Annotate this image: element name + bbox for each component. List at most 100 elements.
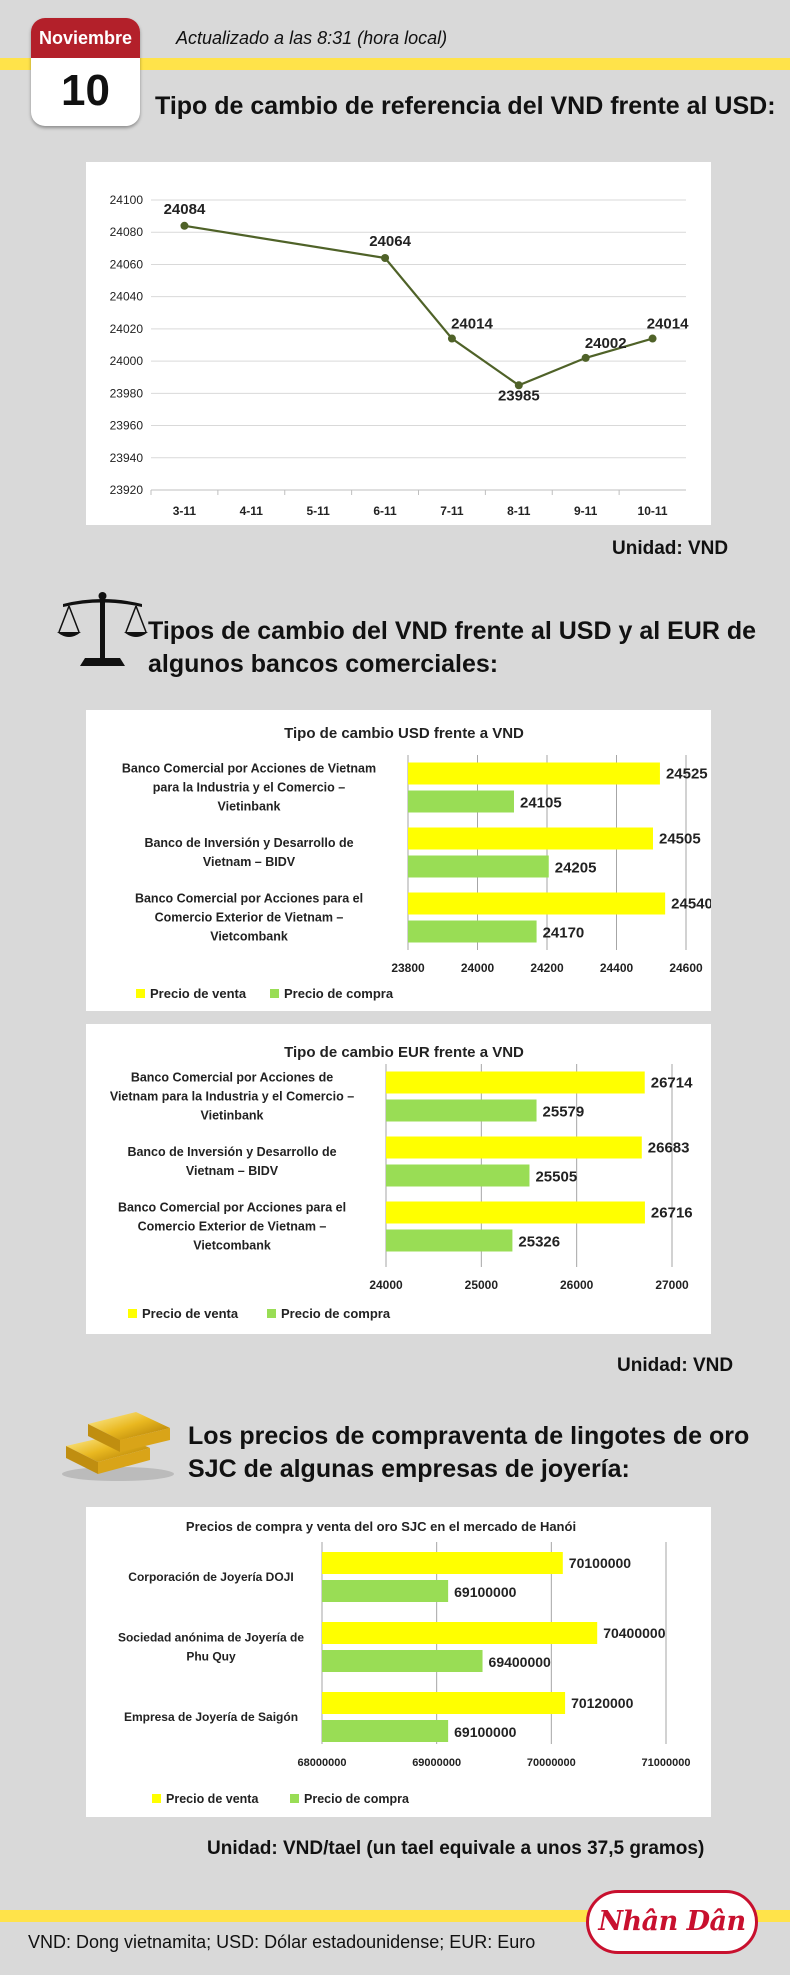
gold-bar-chart-panel: Precios de compra y venta del oro SJC en… [86,1507,711,1817]
x-tick-label: 69000000 [412,1757,461,1769]
bar-sell [386,1136,642,1159]
bar-buy [322,1650,483,1672]
category-label: Banco Comercial por Acciones para el [135,892,363,906]
data-point [581,353,590,362]
unit-label-2: Unidad: VND [617,1355,734,1376]
category-label: Vietinbank [218,800,281,814]
bar-sell [386,1201,645,1224]
eur-bank-rates-bar-chart: Tipo de cambio EUR frente a VND 24000 2500… [110,1044,693,1321]
x-tick-label: 26000 [560,1278,594,1292]
y-tick-label: 24060 [110,257,144,271]
bar-buy [386,1229,513,1252]
category-label: Vietcombank [193,1239,271,1253]
bar-value-label: 24540 [671,896,711,913]
y-tick-label: 24000 [110,354,144,368]
section2-title-line1: Tipos de cambio del VND frente al USD y … [148,617,757,645]
bar-value-label: 26714 [651,1075,693,1092]
category-label: Vietnam para la Industria y el Comercio … [110,1090,354,1104]
bar-value-label: 24205 [555,860,597,877]
usd-bank-rates-bar-chart: Tipo de cambio USD frente a VND 23800 2400… [122,725,713,1001]
bar-value-label: 26683 [648,1140,690,1157]
category-label: Banco de Inversión y Desarrollo de [144,836,353,850]
category-label: Vietnam – BIDV [203,855,296,869]
bar-value-label: 70400000 [603,1625,666,1641]
data-label: 24084 [164,201,206,218]
x-tick-label: 23800 [391,961,425,975]
legend-swatch [136,989,145,998]
category-label: Sociedad anónima de Joyería de [118,1631,304,1645]
chart-title: Tipo de cambio USD frente a VND [284,725,524,742]
x-tick-label: 25000 [465,1278,499,1292]
bar-buy [386,1099,537,1122]
category-label: Empresa de Joyería de Saigón [124,1710,298,1724]
calendar-date-badge: Noviembre 10 [31,18,140,126]
eur-bar-chart-panel: Tipo de cambio EUR frente a VND 24000 2500… [86,1024,711,1334]
legend-label: Precio de venta [142,1306,239,1321]
x-tick-label: 10-11 [638,504,668,518]
section3-title-line2: SJC de algunas empresas de joyería: [188,1455,630,1483]
data-label: 24002 [585,335,627,352]
x-tick-label: 24000 [369,1278,403,1292]
bar-value-label: 70120000 [571,1695,634,1711]
gold-bars-icon [62,1412,174,1481]
gold-prices-bar-chart: Precios de compra y venta del oro SJC en… [118,1519,691,1806]
category-label: Comercio Exterior de Vietnam – [155,911,344,925]
bar-sell [408,892,666,915]
legend-label: Precio de venta [166,1792,259,1806]
data-point [447,334,456,343]
legend-swatch [290,1794,299,1803]
x-tick-label: 24000 [461,961,495,975]
y-tick-label: 24020 [110,322,144,336]
y-tick-label: 24100 [110,193,144,207]
data-label: 24014 [647,316,689,333]
bar-sell [322,1692,566,1714]
data-point [648,334,657,343]
bar-value-label: 24105 [520,795,562,812]
category-label: Banco Comercial por Acciones para el [118,1201,346,1215]
abbreviations-note: VND: Dong vietnamita; USD: Dólar estadou… [28,1932,536,1952]
data-label: 23985 [498,387,540,404]
calendar-day: 10 [61,66,110,115]
x-tick-label: 3-11 [173,504,197,518]
x-tick-label: 9-11 [574,504,598,518]
legend-label: Precio de compra [284,986,394,1001]
section3-title-line1: Los precios de compraventa de lingotes d… [188,1422,750,1450]
updated-time: Actualizado a las 8:31 (hora local) [176,28,448,48]
data-label: 24064 [369,233,411,250]
bar-sell [408,827,653,850]
bar-sell [322,1552,563,1574]
top-band [0,58,790,70]
page-title: Tipo de cambio de referencia del VND fre… [155,92,776,120]
y-tick-label: 23940 [110,451,144,465]
bar-value-label: 69100000 [454,1724,517,1740]
bar-buy [322,1580,449,1602]
legend-label: Precio de compra [281,1306,391,1321]
x-tick-label: 24200 [530,961,564,975]
bar-value-label: 70100000 [569,1555,632,1571]
usd-bar-chart-panel: Tipo de cambio USD frente a VND 23800 2400… [86,710,713,1011]
line-chart-panel: 23920 23940 23960 23980 24000 24020 24040 24060… [86,162,711,525]
category-label: Vietinbank [201,1109,264,1123]
balance-scale-icon [57,592,148,666]
data-point [381,254,390,262]
category-label: Vietcombank [210,930,288,944]
y-tick-label: 24080 [110,225,144,239]
bar-value-label: 24505 [659,831,701,848]
logo-text: Nhân Dân [598,1906,746,1937]
y-tick-label: 23960 [110,419,144,433]
series-line [184,224,653,387]
category-label: Vietnam – BIDV [186,1164,279,1178]
legend-swatch [128,1309,137,1318]
data-point [180,221,189,230]
data-label: 24014 [451,316,493,333]
legend-swatch [270,989,279,998]
x-tick-label: 27000 [655,1278,689,1292]
y-tick-label: 23980 [110,386,144,400]
category-label: Phu Quy [186,1650,236,1664]
category-label: Corporación de Joyería DOJI [128,1570,293,1584]
bar-buy [408,920,537,943]
category-label: Banco Comercial por Acciones de [131,1071,333,1085]
bar-value-label: 69100000 [454,1584,517,1600]
y-tick-label: 23920 [110,483,144,497]
category-label: para la Industria y el Comercio – [153,781,345,795]
